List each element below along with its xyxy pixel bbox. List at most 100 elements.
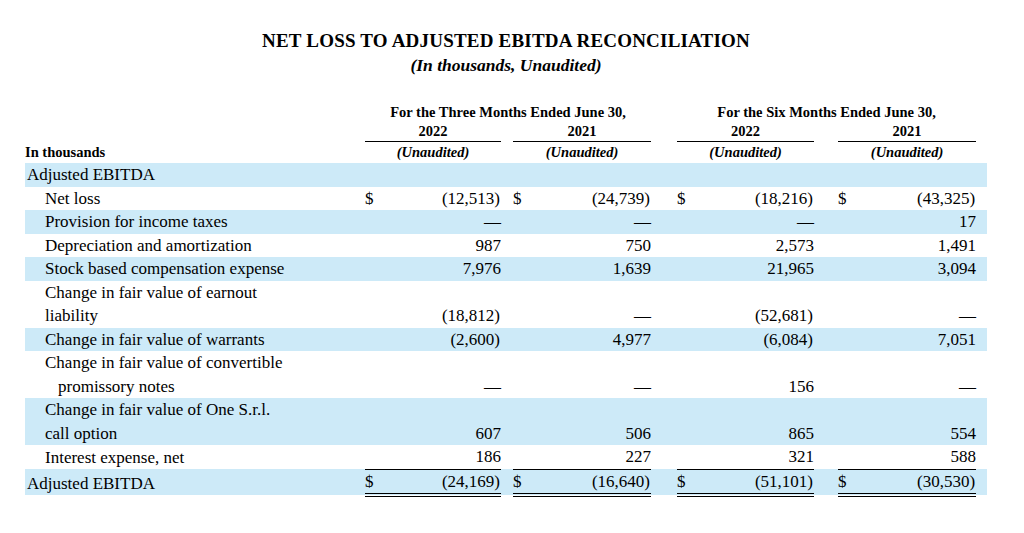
column-spacer xyxy=(814,234,838,258)
currency-symbol xyxy=(677,445,697,469)
currency-symbol: $ xyxy=(838,187,858,211)
row-label-line: Adjusted EBITDA xyxy=(25,163,355,187)
column-spacer xyxy=(976,234,987,258)
value-cell: (43,325) xyxy=(858,187,976,211)
value-cell: 227 xyxy=(533,445,651,469)
currency-symbol xyxy=(513,210,533,234)
currency-symbol xyxy=(838,281,858,328)
unaudited-label: (Unaudited) xyxy=(838,142,976,164)
value-cell: (30,530) xyxy=(858,469,976,495)
table-row: Depreciation and amortization 987 750 2,573… xyxy=(25,234,987,258)
column-spacer xyxy=(651,187,677,211)
value-cell xyxy=(697,163,814,187)
column-spacer xyxy=(976,257,987,281)
table-row: Net loss$(12,513)$(24,739)$(18,216)$(43,… xyxy=(25,187,987,211)
column-spacer xyxy=(501,210,513,234)
row-label-line: Change in fair value of convertible xyxy=(25,351,355,375)
value-cell: 4,977 xyxy=(533,328,651,352)
column-group-six-months: For the Six Months Ended June 30, xyxy=(677,102,976,122)
currency-symbol xyxy=(677,281,697,328)
column-spacer xyxy=(651,163,677,187)
currency-symbol xyxy=(513,234,533,258)
value-cell: 865 xyxy=(697,398,814,445)
column-spacer xyxy=(976,210,987,234)
currency-symbol xyxy=(838,351,858,398)
column-spacer xyxy=(501,328,513,352)
currency-symbol xyxy=(365,210,385,234)
currency-symbol xyxy=(677,351,697,398)
column-spacer xyxy=(814,469,838,495)
row-label: Depreciation and amortization xyxy=(25,234,355,258)
column-spacer xyxy=(501,257,513,281)
column-spacer xyxy=(814,187,838,211)
year-header: 2022 xyxy=(365,122,501,142)
page-title: NET LOSS TO ADJUSTED EBITDA RECONCILIATI… xyxy=(25,30,987,52)
row-label: Interest expense, net xyxy=(25,445,355,469)
currency-symbol xyxy=(677,398,697,445)
row-label: Adjusted EBITDA xyxy=(25,469,355,495)
currency-symbol xyxy=(365,281,385,328)
currency-symbol: $ xyxy=(513,187,533,211)
currency-symbol xyxy=(513,351,533,398)
column-spacer xyxy=(976,163,987,187)
value-cell: 607 xyxy=(385,398,501,445)
column-spacer xyxy=(355,234,365,258)
currency-symbol xyxy=(513,257,533,281)
value-cell: 156 xyxy=(697,351,814,398)
currency-symbol xyxy=(365,398,385,445)
currency-symbol xyxy=(365,163,385,187)
value-cell: 1,491 xyxy=(858,234,976,258)
value-cell: (6,084) xyxy=(697,328,814,352)
currency-symbol: $ xyxy=(365,187,385,211)
value-cell: 2,573 xyxy=(697,234,814,258)
row-label: Change in fair value of warrants xyxy=(25,328,355,352)
column-spacer xyxy=(976,351,987,398)
currency-symbol xyxy=(677,234,697,258)
currency-symbol: $ xyxy=(365,469,385,495)
document-page: NET LOSS TO ADJUSTED EBITDA RECONCILIATI… xyxy=(0,30,1024,533)
value-cell: 987 xyxy=(385,234,501,258)
value-cell: 588 xyxy=(858,445,976,469)
value-cell: — xyxy=(533,351,651,398)
row-label-line: promissory notes xyxy=(25,375,355,399)
value-cell: 3,094 xyxy=(858,257,976,281)
currency-symbol: $ xyxy=(677,187,697,211)
reconciliation-table: For the Three Months Ended June 30, For … xyxy=(25,102,987,497)
column-spacer xyxy=(501,163,513,187)
value-cell: — xyxy=(858,281,976,328)
currency-symbol xyxy=(365,234,385,258)
column-spacer xyxy=(651,469,677,495)
value-cell: — xyxy=(385,210,501,234)
table-row: Provision for income taxes———17 xyxy=(25,210,987,234)
currency-symbol xyxy=(677,257,697,281)
value-cell: 186 xyxy=(385,445,501,469)
value-cell: — xyxy=(533,281,651,328)
unaudited-label: (Unaudited) xyxy=(365,142,501,164)
value-cell xyxy=(858,163,976,187)
row-label: Provision for income taxes xyxy=(25,210,355,234)
currency-symbol: $ xyxy=(513,469,533,495)
currency-symbol xyxy=(838,257,858,281)
column-spacer xyxy=(501,351,513,398)
value-cell: (18,216) xyxy=(697,187,814,211)
value-cell: — xyxy=(858,351,976,398)
column-group-row: For the Three Months Ended June 30, For … xyxy=(25,102,987,122)
row-label-line: Interest expense, net xyxy=(25,446,355,470)
column-spacer xyxy=(976,281,987,328)
value-cell: (16,640) xyxy=(533,469,651,495)
table-body: Adjusted EBITDANet loss$(12,513)$(24,739… xyxy=(25,163,987,495)
value-cell: (12,513) xyxy=(385,187,501,211)
currency-symbol: $ xyxy=(677,469,697,495)
currency-symbol xyxy=(513,398,533,445)
value-cell: 750 xyxy=(533,234,651,258)
currency-symbol xyxy=(677,163,697,187)
value-cell: (51,101) xyxy=(697,469,814,495)
column-spacer xyxy=(814,445,838,469)
value-cell: 7,051 xyxy=(858,328,976,352)
column-spacer xyxy=(814,351,838,398)
column-spacer xyxy=(501,187,513,211)
row-label-line: Adjusted EBITDA xyxy=(25,472,355,496)
column-spacer xyxy=(976,187,987,211)
currency-symbol xyxy=(838,445,858,469)
currency-symbol xyxy=(513,163,533,187)
